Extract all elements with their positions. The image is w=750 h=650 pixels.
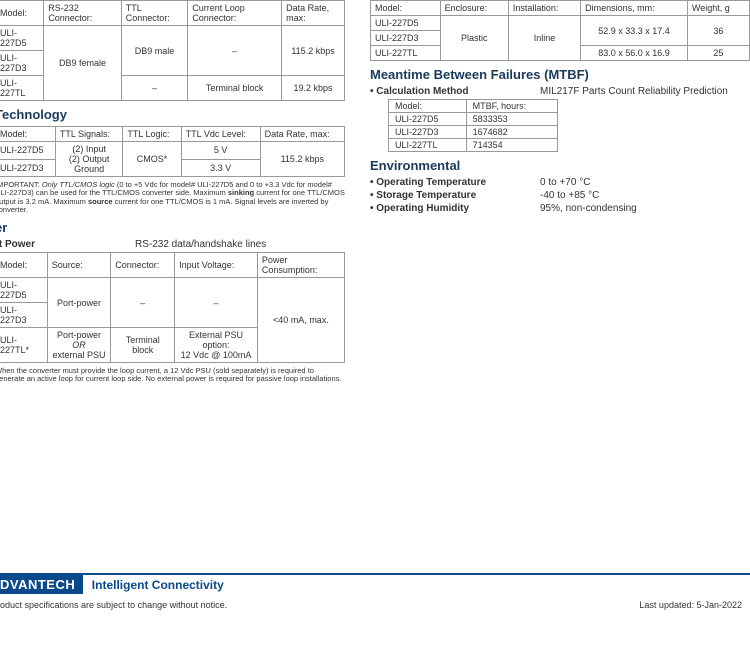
th: Model: xyxy=(0,253,47,278)
td: ULI-227TL xyxy=(0,76,44,101)
td: ULI-227TL xyxy=(371,46,441,61)
td: ULI-227D5 xyxy=(0,278,47,303)
td: ULI-227D3 xyxy=(0,303,47,328)
td: Port-power xyxy=(47,278,111,328)
td: – xyxy=(121,76,188,101)
th: TTL Vdc Level: xyxy=(181,127,260,142)
env-label: Operating Humidity xyxy=(370,203,540,214)
td: – xyxy=(111,278,175,328)
technology-note: IMPORTANT: Only TTL/CMOS logic (0 to +5 … xyxy=(0,181,345,214)
th: Model: xyxy=(0,127,55,142)
td: 1674682 xyxy=(466,126,557,139)
td: – xyxy=(188,26,282,76)
td: Terminal block xyxy=(188,76,282,101)
technology-heading: Technology xyxy=(0,107,345,122)
td: 83.0 x 56.0 x 16.9 xyxy=(581,46,688,61)
env-label: Storage Temperature xyxy=(370,190,540,201)
mtbf-table: Model: MTBF, hours: ULI-227D55833353 ULI… xyxy=(388,99,558,152)
technology-table: Model: TTL Signals: TTL Logic: TTL Vdc L… xyxy=(0,126,345,177)
td: 115.2 kbps xyxy=(260,142,344,177)
power-heading: er xyxy=(0,220,345,235)
env-label: Operating Temperature xyxy=(370,177,540,188)
td: <40 mA, max. xyxy=(257,278,344,363)
brand-logo: DVANTECH xyxy=(0,575,83,594)
brand-tagline: Intelligent Connectivity xyxy=(86,575,224,595)
power-table: Model: Source: Connector: Input Voltage:… xyxy=(0,252,345,363)
th: Model: xyxy=(389,100,467,113)
physical-table: Model: Enclosure: Installation: Dimensio… xyxy=(370,0,750,61)
td: DB9 male xyxy=(121,26,188,76)
td: Port-power ORexternal PSU xyxy=(47,328,111,363)
environmental-heading: Environmental xyxy=(370,158,750,173)
td: ULI-227D5 xyxy=(0,142,55,160)
footer-band: DVANTECH Intelligent Connectivity xyxy=(0,573,750,595)
env-value: -40 to +85 °C xyxy=(540,190,750,201)
td: 52.9 x 33.3 x 17.4 xyxy=(581,16,688,46)
th: Source: xyxy=(47,253,111,278)
td: ULI-227TL* xyxy=(0,328,47,363)
mtbf-calc-value: MIL217F Parts Count Reliability Predicti… xyxy=(540,86,750,97)
td: ULI-227D3 xyxy=(389,126,467,139)
th: Dimensions, mm: xyxy=(581,1,688,16)
connectors-table: Model: RS-232 Connector: TTL Connector: … xyxy=(0,0,345,101)
mtbf-heading: Meantime Between Failures (MTBF) xyxy=(370,67,750,82)
td: Inline xyxy=(508,16,580,61)
td: 5 V xyxy=(181,142,260,160)
env-value: 0 to +70 °C xyxy=(540,177,750,188)
td: CMOS* xyxy=(123,142,181,177)
th: Data Rate, max: xyxy=(282,1,345,26)
td: ULI-227D5 xyxy=(0,26,44,51)
port-power-value: RS-232 data/handshake lines xyxy=(135,239,266,250)
td: 3.3 V xyxy=(181,159,260,177)
td: 19.2 kbps xyxy=(282,76,345,101)
td: 36 xyxy=(687,16,749,46)
th: TTL Signals: xyxy=(55,127,122,142)
env-value: 95%, non-condensing xyxy=(540,203,750,214)
footer-updated: Last updated: 5-Jan-2022 xyxy=(639,600,742,610)
td: (2) Input(2) OutputGround xyxy=(55,142,122,177)
th: MTBF, hours: xyxy=(466,100,557,113)
th: Current Loop Connector: xyxy=(188,1,282,26)
td: Terminal block xyxy=(111,328,175,363)
td: 714354 xyxy=(466,139,557,152)
td: ULI-227TL xyxy=(389,139,467,152)
td: DB9 female xyxy=(44,26,122,101)
td: 5833353 xyxy=(466,113,557,126)
th: Model: xyxy=(371,1,441,16)
td: Plastic xyxy=(440,16,508,61)
th: Model: xyxy=(0,1,44,26)
td: ULI-227D5 xyxy=(389,113,467,126)
th: TTL Connector: xyxy=(121,1,188,26)
td: ULI-227D5 xyxy=(371,16,441,31)
th: RS-232 Connector: xyxy=(44,1,122,26)
th: Installation: xyxy=(508,1,580,16)
th: Input Voltage: xyxy=(175,253,258,278)
power-note: When the converter must provide the loop… xyxy=(0,367,345,384)
td: 25 xyxy=(687,46,749,61)
th: Connector: xyxy=(111,253,175,278)
th: Weight, g xyxy=(687,1,749,16)
mtbf-calc-label: Calculation Method xyxy=(370,86,540,97)
th: Power Consumption: xyxy=(257,253,344,278)
th: TTL Logic: xyxy=(123,127,181,142)
td: – xyxy=(175,278,258,328)
td: ULI-227D3 xyxy=(0,159,55,177)
th: Enclosure: xyxy=(440,1,508,16)
td: ULI-227D3 xyxy=(0,51,44,76)
td: 115.2 kbps xyxy=(282,26,345,76)
footer-disclaimer: oduct specifications are subject to chan… xyxy=(0,600,227,610)
td: ULI-227D3 xyxy=(371,31,441,46)
th: Data Rate, max: xyxy=(260,127,344,142)
td: External PSU option:12 Vdc @ 100mA xyxy=(175,328,258,363)
port-power-label: rt Power xyxy=(0,239,135,250)
